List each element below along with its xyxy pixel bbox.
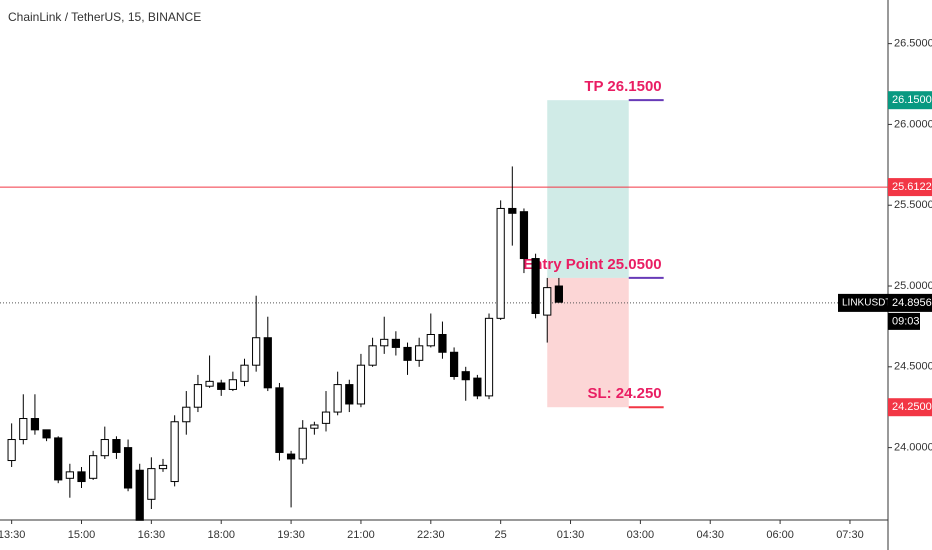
candle-body: [252, 337, 261, 366]
x-tick-label: 01:30: [557, 529, 585, 541]
candle-body: [112, 439, 121, 453]
last-price-badge-text: 24.8956: [892, 297, 932, 309]
candle-body: [217, 382, 226, 390]
candle-body: [531, 258, 540, 314]
candle-body: [89, 455, 98, 479]
candle-body: [77, 471, 86, 483]
candle-body: [228, 379, 237, 390]
x-tick-label: 07:30: [836, 529, 864, 541]
candle-body: [519, 211, 529, 260]
candle-body: [65, 471, 74, 479]
symbol-badge-text: LINKUSDT: [842, 298, 891, 309]
sl-label: SL: 24.250: [587, 385, 661, 402]
tp-badge: [888, 91, 932, 110]
candle-body: [158, 464, 168, 470]
y-tick-label: 25.5000: [894, 199, 932, 211]
candle-body: [368, 345, 377, 366]
candle-body: [275, 387, 284, 453]
candle-body: [123, 447, 133, 489]
candle-body: [345, 384, 354, 405]
candle-body: [356, 364, 366, 405]
x-tick-label: 06:00: [766, 529, 794, 541]
x-tick-label: 25: [495, 529, 507, 541]
candle-body: [438, 333, 447, 353]
countdown-text: 09:03: [892, 315, 920, 327]
y-tick-label: 24.0000: [894, 442, 932, 454]
x-tick-label: 15:00: [68, 529, 96, 541]
x-tick-label: 19:30: [277, 529, 305, 541]
candle-body: [42, 429, 51, 439]
candle-body: [193, 384, 203, 408]
candle-body: [496, 207, 505, 319]
candle-body: [30, 418, 40, 431]
symbol-badge: [838, 293, 888, 312]
candle-body: [263, 337, 272, 389]
candle-body: [7, 439, 16, 462]
candle-body: [19, 418, 28, 441]
candle-body: [403, 346, 412, 361]
candle-body: [461, 371, 470, 381]
candle-body: [54, 437, 63, 481]
x-tick-label: 18:00: [207, 529, 235, 541]
candle-body: [170, 421, 179, 483]
countdown-badge: [888, 312, 920, 330]
candle-body: [298, 427, 307, 460]
candle-body: [205, 380, 214, 387]
sl-badge-text: 24.2500: [892, 401, 932, 413]
candle-body: [380, 338, 389, 347]
candle-body: [484, 317, 494, 397]
chart-title: ChainLink / TetherUS, 15, BINANCE: [8, 10, 201, 24]
x-tick-label: 22:30: [417, 529, 445, 541]
take-profit-zone: [547, 100, 629, 278]
candle-body: [415, 345, 424, 361]
candle-body: [391, 338, 400, 348]
candle-body: [135, 469, 144, 521]
candle-body: [321, 411, 331, 424]
candle-body: [473, 377, 482, 397]
y-tick-label: 25.0000: [894, 280, 932, 292]
candle-body: [449, 351, 459, 378]
candle-body: [543, 287, 552, 316]
tp-label: TP 26.1500: [584, 78, 661, 95]
candle-body: [554, 285, 563, 303]
candle-body: [426, 333, 435, 347]
last-price-badge: [888, 293, 932, 312]
candle-body: [147, 468, 156, 500]
y-tick-label: 24.5000: [894, 361, 932, 373]
candle-body: [182, 406, 191, 423]
candle-body: [310, 424, 319, 429]
hline-badge: [888, 178, 932, 197]
candle-body: [333, 384, 342, 413]
hline-badge-text: 25.6122: [892, 181, 932, 193]
entry-label: Entry Point 25.0500: [523, 256, 661, 273]
x-tick-label: 13:30: [0, 529, 25, 541]
x-tick-label: 04:30: [696, 529, 724, 541]
candle-body: [100, 439, 109, 457]
x-tick-label: 21:00: [347, 529, 375, 541]
y-tick-label: 26.0000: [894, 118, 932, 130]
x-tick-label: 16:30: [138, 529, 166, 541]
x-tick-label: 03:00: [627, 529, 655, 541]
candle-body: [240, 364, 249, 382]
candle-body: [286, 453, 296, 460]
candle-body: [508, 207, 517, 214]
y-tick-label: 26.5000: [894, 38, 932, 50]
sl-badge: [888, 398, 932, 417]
tp-badge-text: 26.1500: [892, 94, 932, 106]
